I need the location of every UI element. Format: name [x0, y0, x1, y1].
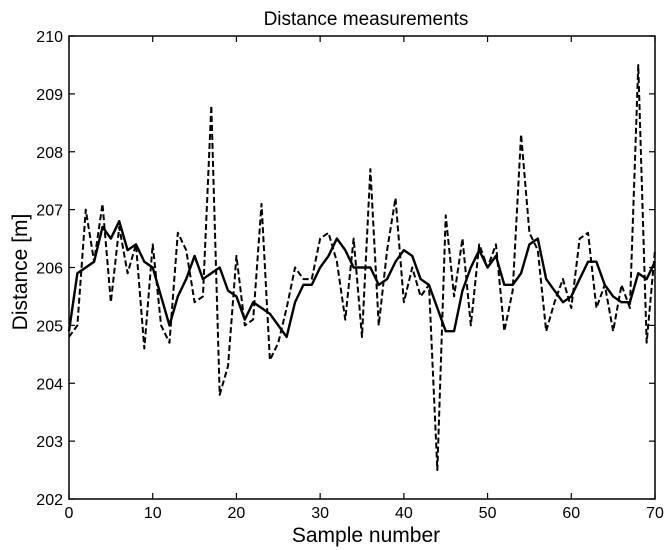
- x-tick-label: 70: [646, 505, 664, 522]
- x-tick-label: 50: [479, 505, 497, 522]
- y-tick-label: 209: [36, 87, 63, 104]
- y-tick-label: 203: [36, 434, 63, 451]
- y-tick-label: 204: [36, 376, 63, 393]
- x-tick-label: 10: [144, 505, 162, 522]
- y-tick-label: 207: [36, 203, 63, 220]
- x-axis-title: Sample number: [292, 524, 440, 547]
- series-layer: [67, 63, 657, 472]
- x-tick-label: 0: [65, 505, 74, 522]
- y-tick-label: 210: [36, 29, 63, 46]
- x-tick-label: 20: [228, 505, 246, 522]
- ticks-layer: 0 10 20 30 40 50 60 70 202 203 204 205 206 207 208 209 2…: [36, 29, 664, 522]
- y-tick-label: 205: [36, 318, 63, 335]
- chart-title: Distance measurements: [264, 9, 469, 30]
- series-line-solid: [67, 219, 657, 339]
- x-tick-label: 30: [311, 505, 329, 522]
- y-tick-label: 202: [36, 492, 63, 509]
- y-tick-label: 208: [36, 145, 63, 162]
- y-tick-label: 206: [36, 261, 63, 278]
- y-axis-title: Distance [m]: [9, 214, 32, 331]
- x-tick-label: 40: [395, 505, 413, 522]
- x-tick-label: 60: [562, 505, 580, 522]
